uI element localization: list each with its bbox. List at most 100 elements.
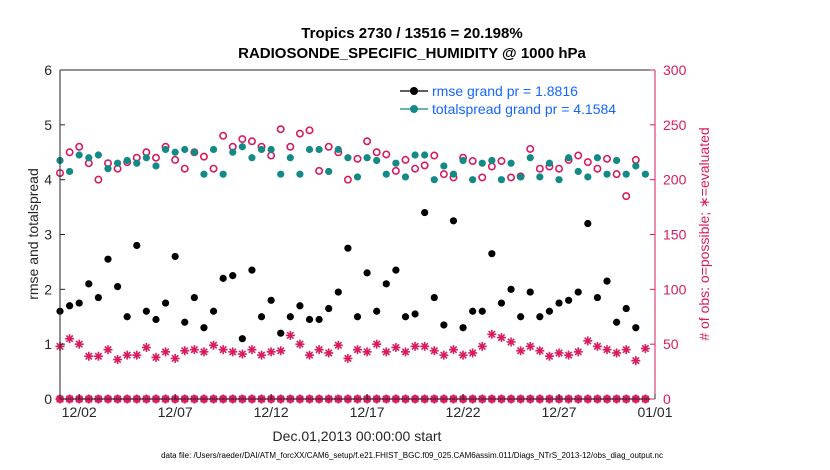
plot-area bbox=[60, 70, 655, 399]
left-tick-label: 6 bbox=[44, 62, 52, 78]
totalspread-point bbox=[449, 170, 458, 178]
rmse-point bbox=[286, 313, 294, 321]
obs-possible-point bbox=[65, 148, 74, 157]
totalspread-point bbox=[190, 148, 198, 156]
obs-possible-point bbox=[286, 142, 295, 151]
obs-possible-point bbox=[593, 164, 602, 173]
obs-evaluated-point bbox=[544, 351, 554, 361]
obs-evaluated-point bbox=[237, 349, 247, 359]
totalspread-point bbox=[65, 167, 74, 176]
rmse-point bbox=[632, 324, 640, 332]
totalspread-point bbox=[209, 145, 218, 154]
obs-possible-point bbox=[439, 170, 448, 179]
rmse-point bbox=[411, 310, 419, 318]
obs-evaluated-point bbox=[151, 352, 161, 362]
totalspread-point bbox=[545, 159, 554, 167]
totalspread-point bbox=[565, 154, 573, 162]
obs-possible-point bbox=[276, 125, 285, 134]
rmse-point bbox=[181, 318, 189, 326]
obs-possible-point bbox=[526, 144, 535, 153]
rmse-point bbox=[440, 321, 448, 329]
rmse-point bbox=[603, 277, 611, 285]
obs-evaluated-point bbox=[161, 347, 171, 357]
totalspread-point bbox=[257, 145, 266, 154]
obs-evaluated-point bbox=[410, 341, 420, 351]
totalspread-point bbox=[353, 173, 362, 181]
rmse-point bbox=[94, 293, 102, 302]
right-tick-label: 250 bbox=[663, 117, 687, 133]
totalspread-point bbox=[430, 176, 438, 184]
x-tick-label: 12/22 bbox=[446, 404, 481, 420]
totalspread-point bbox=[171, 148, 179, 156]
totalspread-point bbox=[392, 159, 400, 167]
obs-possible-point bbox=[535, 164, 544, 173]
x-tick-label: 12/27 bbox=[542, 404, 577, 420]
obs-evaluated-point bbox=[573, 347, 583, 357]
totalspread-point bbox=[200, 170, 208, 178]
totalspread-point bbox=[440, 162, 448, 170]
obs-possible-point bbox=[603, 154, 612, 163]
x-tick-label: 01/01 bbox=[637, 404, 672, 420]
totalspread-point bbox=[229, 148, 237, 156]
obs-evaluated-point bbox=[324, 348, 334, 358]
x-tick-label: 12/12 bbox=[254, 404, 289, 420]
obs-evaluated-point bbox=[439, 350, 449, 360]
rmse-point bbox=[536, 313, 544, 321]
legend-rmse-label: rmse grand pr = 1.8816 bbox=[432, 83, 578, 99]
right-tick-label: 50 bbox=[663, 336, 679, 352]
rmse-point bbox=[85, 280, 93, 288]
obs-possible-point bbox=[401, 155, 410, 164]
rmse-point bbox=[315, 315, 323, 324]
obs-possible-point bbox=[478, 173, 487, 182]
rmse-point bbox=[133, 241, 141, 250]
legend-spread-label: totalspread grand pr = 4.1584 bbox=[432, 101, 616, 117]
totalspread-point bbox=[584, 173, 592, 181]
totalspread-point bbox=[181, 145, 189, 154]
obs-evaluated-point bbox=[65, 334, 75, 344]
obs-possible-point bbox=[583, 158, 592, 167]
totalspread-point bbox=[75, 151, 83, 159]
obs-evaluated-point bbox=[487, 329, 497, 339]
obs-evaluated-point bbox=[583, 336, 593, 346]
totalspread-point bbox=[152, 162, 160, 170]
obs-possible-point bbox=[507, 173, 516, 182]
rmse-point bbox=[142, 307, 150, 315]
totalspread-point bbox=[401, 173, 410, 181]
totalspread-point bbox=[641, 170, 650, 178]
rmse-point bbox=[65, 302, 74, 310]
rmse-point bbox=[200, 324, 208, 332]
obs-possible-point bbox=[295, 129, 304, 138]
obs-evaluated-point bbox=[362, 347, 372, 357]
obs-possible-point bbox=[372, 148, 381, 157]
rmse-point bbox=[430, 293, 438, 302]
rmse-point bbox=[363, 269, 371, 277]
rmse-point bbox=[190, 293, 198, 302]
obs-possible-point bbox=[497, 157, 506, 166]
chart-title: Tropics 2730 / 13516 = 20.198% bbox=[301, 25, 522, 42]
obs-possible-point bbox=[324, 142, 333, 151]
obs-possible-point bbox=[199, 152, 208, 161]
obs-possible-point bbox=[420, 161, 429, 170]
obs-possible-point bbox=[391, 166, 400, 175]
totalspread-point bbox=[305, 145, 314, 154]
rmse-point bbox=[459, 324, 467, 332]
obs-evaluated-point bbox=[592, 341, 602, 351]
obs-evaluated-point bbox=[276, 346, 286, 356]
obs-evaluated-point bbox=[564, 350, 574, 360]
obs-evaluated-point bbox=[266, 347, 276, 357]
obs-evaluated-point bbox=[516, 346, 526, 356]
rmse-point bbox=[305, 315, 314, 324]
obs-possible-point bbox=[411, 164, 420, 173]
obs-possible-point bbox=[151, 153, 160, 162]
obs-evaluated-point bbox=[400, 347, 410, 357]
totalspread-point bbox=[469, 176, 477, 184]
obs-evaluated-point bbox=[141, 342, 151, 352]
rmse-point bbox=[277, 329, 285, 337]
totalspread-point bbox=[603, 170, 611, 178]
totalspread-point bbox=[344, 154, 352, 162]
totalspread-point bbox=[478, 159, 486, 167]
rmse-point bbox=[113, 282, 122, 291]
left-tick-label: 4 bbox=[44, 172, 52, 188]
obs-possible-point bbox=[209, 164, 218, 173]
